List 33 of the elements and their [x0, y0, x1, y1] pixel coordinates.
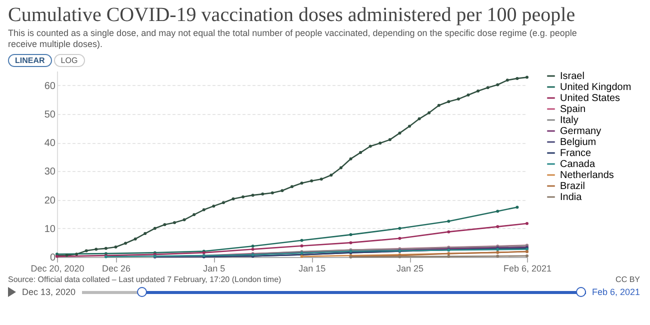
- legend-label: Brazil: [560, 181, 586, 192]
- x-tick-label: Jan 5: [203, 264, 226, 274]
- legend-label: United States: [560, 93, 620, 104]
- text: CC BY: [616, 275, 640, 284]
- legend-label: Spain: [560, 104, 586, 115]
- x-tick-label: Dec 20, 2020: [30, 264, 84, 274]
- legend-label: France: [560, 148, 592, 159]
- x-tick-label: Jan 15: [298, 264, 326, 274]
- y-tick-label: 0: [50, 252, 56, 264]
- y-tick-label: 20: [44, 195, 56, 206]
- y-tick-label: 30: [44, 166, 56, 178]
- y-tick-label: 40: [44, 138, 56, 150]
- legend-label: India: [560, 192, 582, 203]
- chart-subtitle: This is counted as a single dose, and may not equal the total number of people vaccinated, depending on the specific dose regime (e.g. people receive multiple doses).: [8, 28, 578, 50]
- legend-label: Germany: [560, 126, 602, 137]
- legend-label: Italy: [560, 115, 578, 126]
- legend-label: United Kingdom: [560, 82, 632, 93]
- chart-title: Cumulative COVID-19 vaccination doses administered per 100 people: [8, 4, 576, 27]
- x-tick-label: Feb 6, 2021: [503, 264, 552, 274]
- text: LINEAR: [8, 54, 52, 67]
- source-note: Source: Official data collated – Last updated 7 February, 17:20 (London time): [8, 275, 282, 284]
- text: Dec 13, 2020: [22, 287, 76, 297]
- x-tick-label: Dec 26: [102, 264, 131, 274]
- x-tick-label: Jan 25: [396, 264, 424, 274]
- y-tick-label: 60: [44, 80, 56, 92]
- legend-label: Belgium: [560, 137, 596, 148]
- legend-label: Israel: [560, 71, 584, 82]
- text: Feb 6, 2021: [592, 287, 640, 297]
- y-tick-label: 50: [44, 109, 56, 120]
- legend-label: Canada: [560, 159, 596, 170]
- y-tick-label: 10: [44, 224, 56, 235]
- legend-label: Netherlands: [560, 170, 614, 181]
- text: LOG: [54, 54, 85, 67]
